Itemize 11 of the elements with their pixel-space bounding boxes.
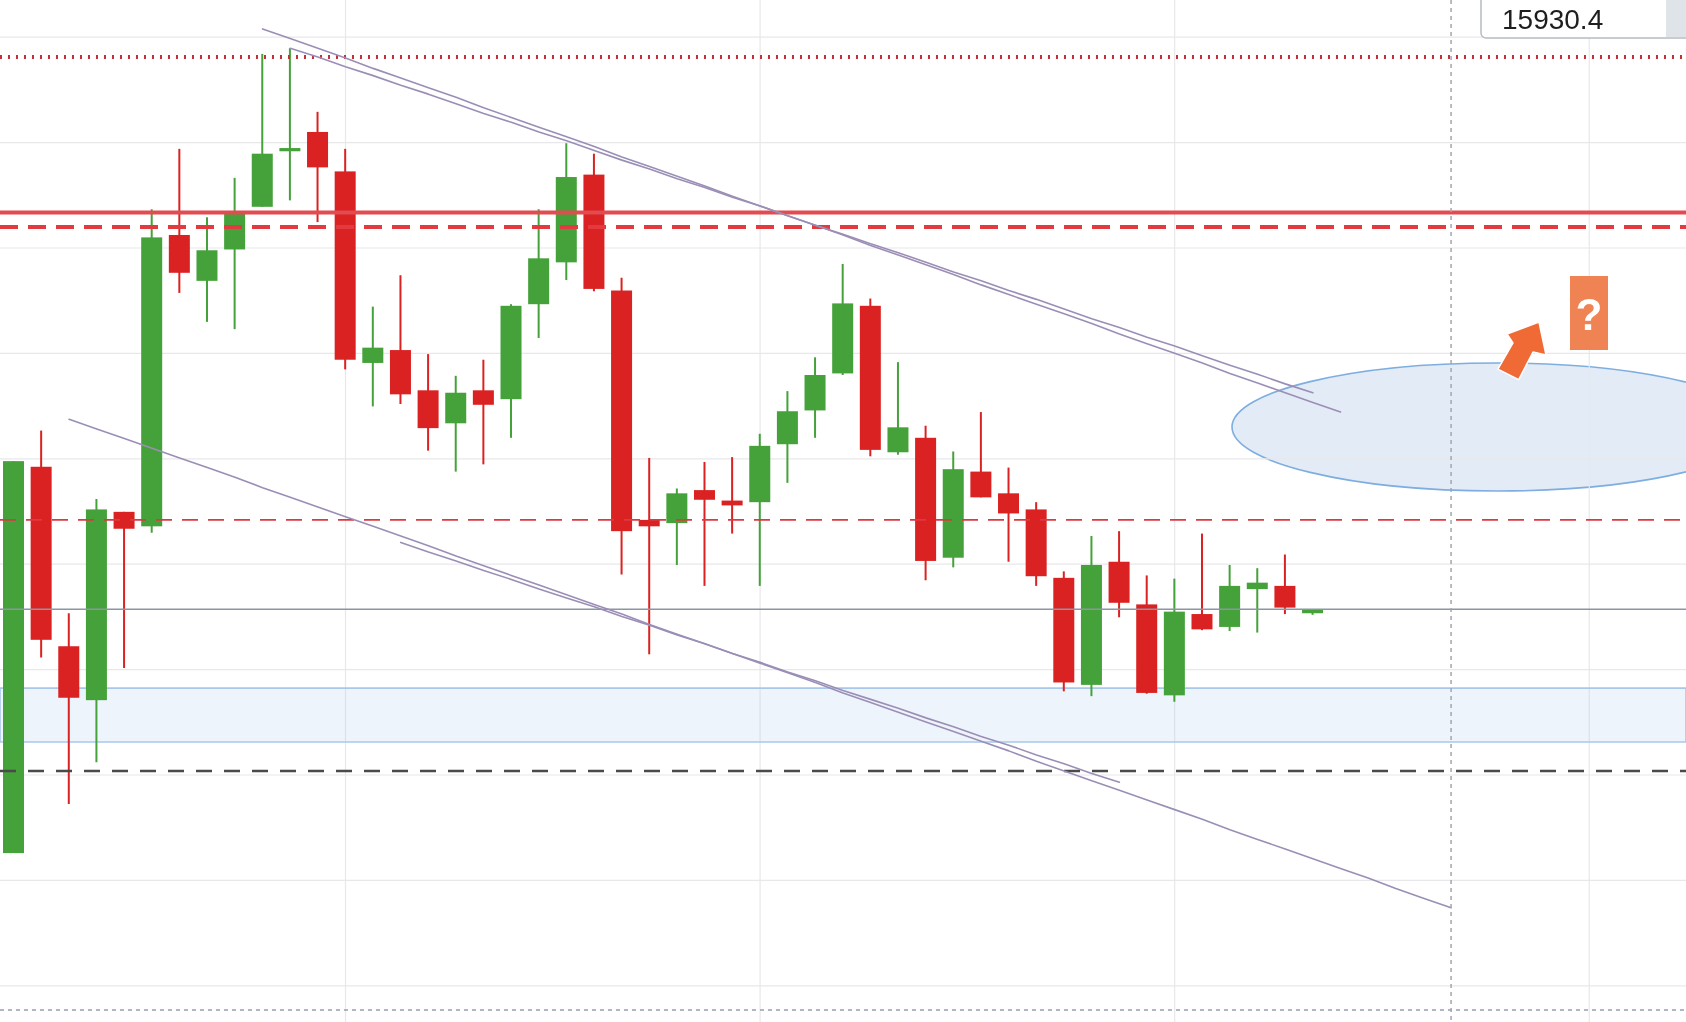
candlestick xyxy=(113,510,135,669)
candlestick xyxy=(1246,567,1268,634)
annotation: ? xyxy=(1575,290,1603,339)
candlestick xyxy=(472,358,494,466)
candlestick xyxy=(1191,532,1213,632)
candlestick xyxy=(362,305,384,408)
candlestick xyxy=(279,47,301,202)
candlestick xyxy=(1274,553,1296,616)
candlestick xyxy=(693,460,715,587)
text: 15930.4 xyxy=(1502,4,1604,35)
candlestick xyxy=(998,466,1020,563)
